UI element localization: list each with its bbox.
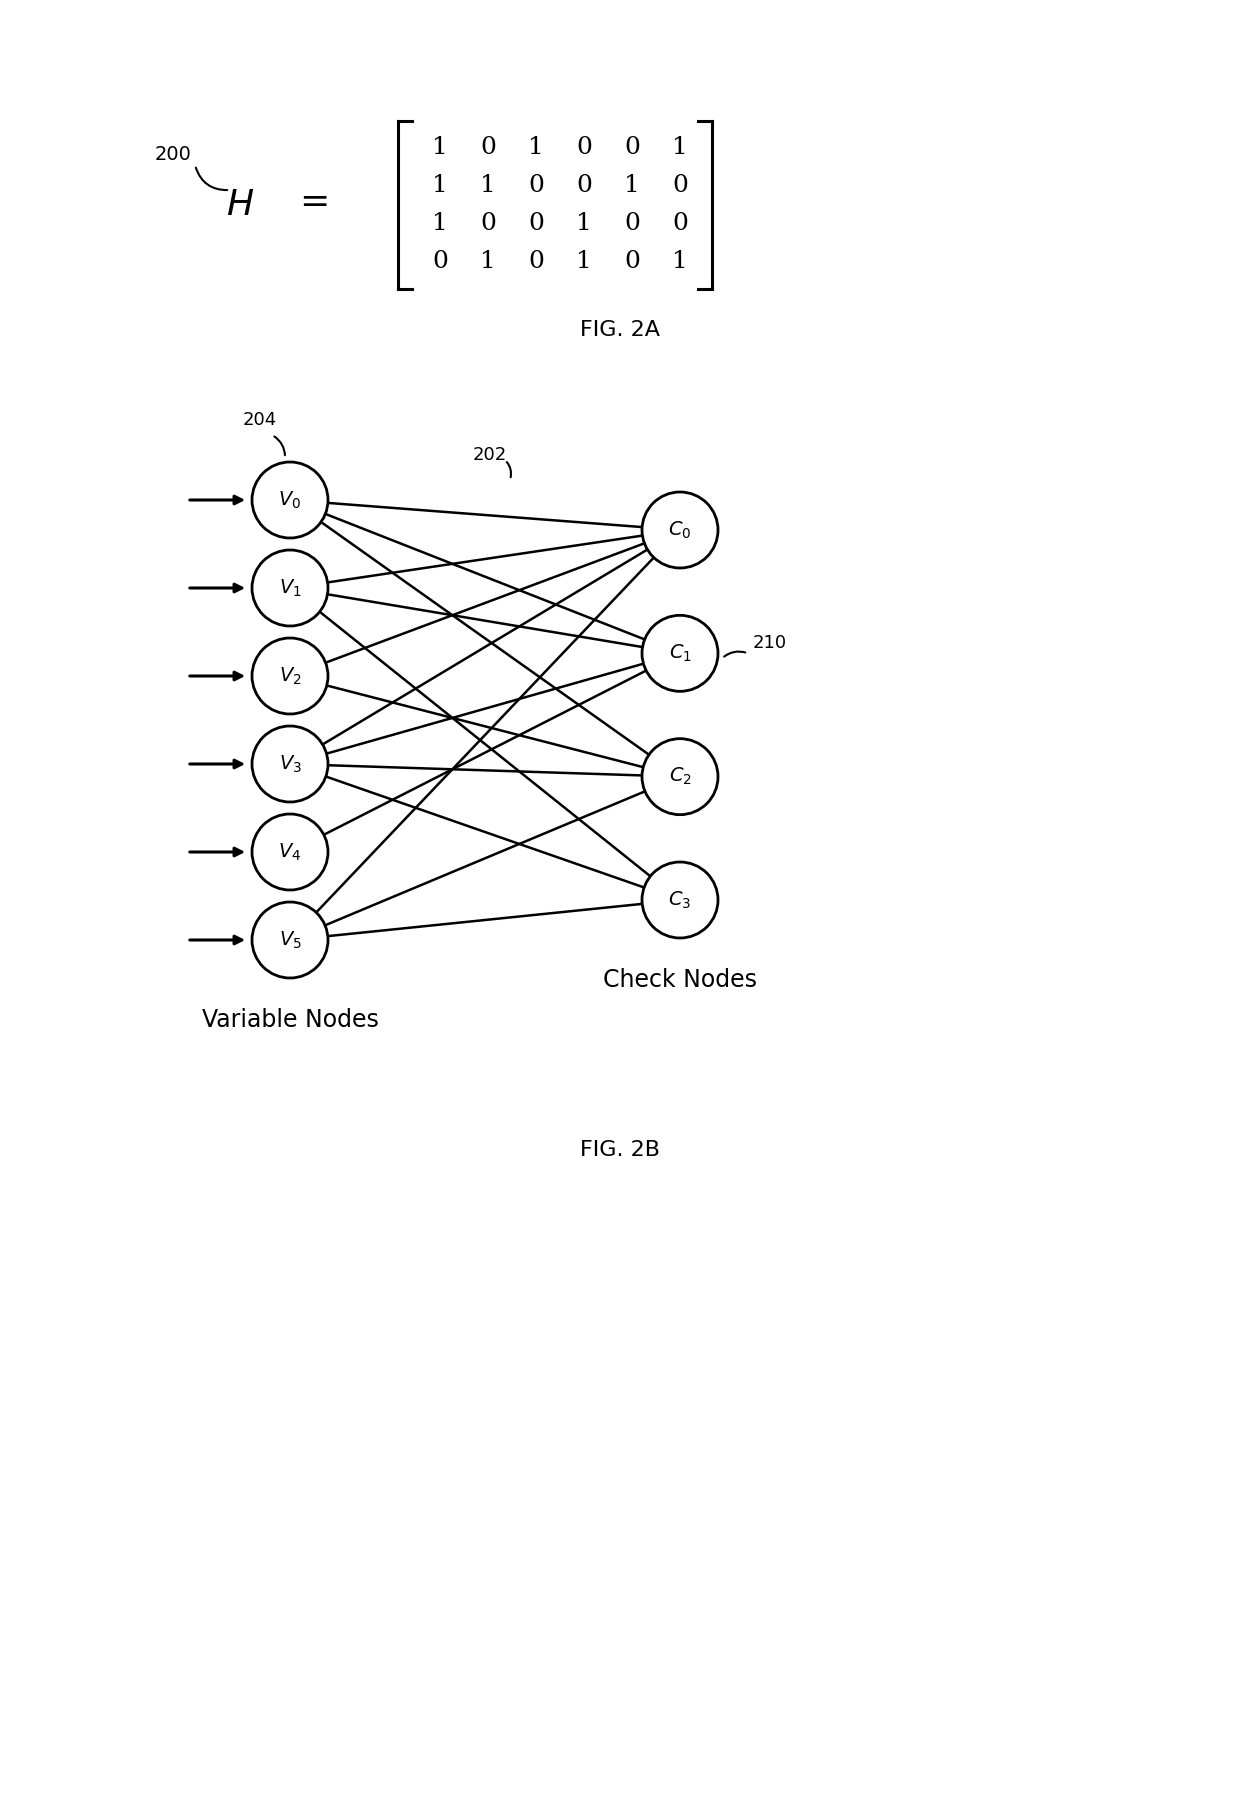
Text: $V_{1}$: $V_{1}$ (279, 577, 301, 598)
Circle shape (252, 550, 329, 625)
Text: 0: 0 (480, 137, 496, 160)
Text: 0: 0 (528, 250, 544, 273)
Text: 204: 204 (243, 412, 277, 429)
Circle shape (642, 492, 718, 568)
Text: 1: 1 (432, 137, 448, 160)
Text: 0: 0 (672, 212, 688, 235)
Circle shape (252, 638, 329, 713)
Circle shape (252, 814, 329, 890)
Circle shape (252, 726, 329, 801)
Text: $V_{4}$: $V_{4}$ (279, 841, 301, 863)
Text: 0: 0 (577, 137, 591, 160)
Text: $V_{0}$: $V_{0}$ (279, 489, 301, 510)
Text: $C_{3}$: $C_{3}$ (668, 890, 692, 911)
Text: FIG. 2A: FIG. 2A (580, 320, 660, 340)
Text: 0: 0 (432, 250, 448, 273)
Text: 0: 0 (624, 250, 640, 273)
Text: 1: 1 (577, 212, 591, 235)
Circle shape (642, 863, 718, 938)
Text: $H$: $H$ (226, 189, 254, 223)
Text: 1: 1 (672, 137, 688, 160)
Text: 1: 1 (672, 250, 688, 273)
Text: $V_{2}$: $V_{2}$ (279, 665, 301, 686)
Text: Check Nodes: Check Nodes (603, 969, 756, 992)
Text: FIG. 2B: FIG. 2B (580, 1139, 660, 1161)
Text: Variable Nodes: Variable Nodes (202, 1008, 378, 1031)
Text: $V_{5}$: $V_{5}$ (279, 929, 301, 951)
Circle shape (252, 462, 329, 537)
Text: 1: 1 (432, 174, 448, 198)
Text: 1: 1 (480, 250, 496, 273)
Text: 0: 0 (624, 137, 640, 160)
Text: $C_{0}$: $C_{0}$ (668, 519, 692, 541)
Text: 0: 0 (577, 174, 591, 198)
Text: 1: 1 (577, 250, 591, 273)
Text: 202: 202 (472, 446, 507, 464)
Text: $=$: $=$ (293, 183, 327, 217)
Text: 210: 210 (753, 634, 787, 652)
Text: $C_{1}$: $C_{1}$ (668, 643, 692, 663)
Text: $V_{3}$: $V_{3}$ (279, 753, 301, 775)
Text: 0: 0 (624, 212, 640, 235)
Circle shape (252, 902, 329, 978)
Circle shape (642, 615, 718, 692)
Text: 0: 0 (480, 212, 496, 235)
Text: 0: 0 (528, 174, 544, 198)
Text: 0: 0 (528, 212, 544, 235)
Text: 1: 1 (432, 212, 448, 235)
Circle shape (642, 739, 718, 814)
Text: 1: 1 (624, 174, 640, 198)
Text: 0: 0 (672, 174, 688, 198)
Text: $C_{2}$: $C_{2}$ (668, 766, 692, 787)
Text: 1: 1 (480, 174, 496, 198)
Text: 200: 200 (155, 146, 192, 165)
Text: 1: 1 (528, 137, 544, 160)
